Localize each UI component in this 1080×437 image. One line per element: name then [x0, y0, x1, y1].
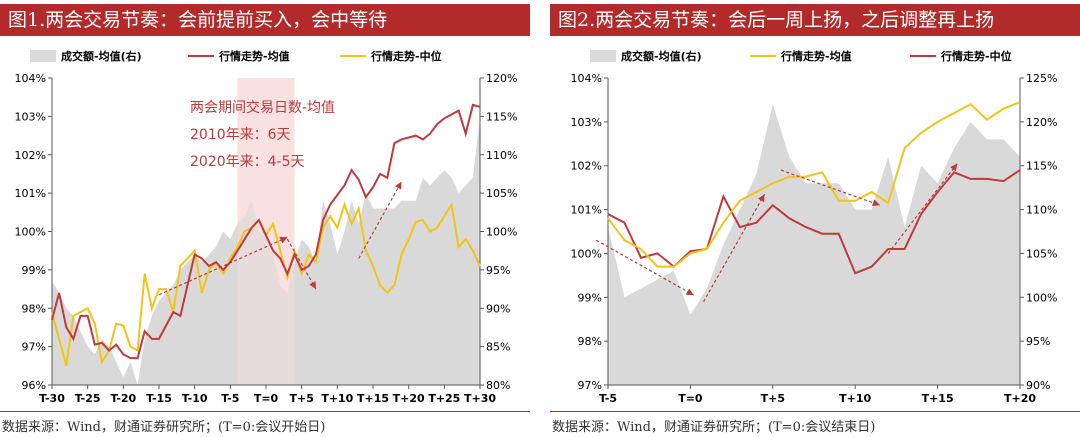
- trend-arrow: [596, 239, 694, 296]
- x-tick-label: T+10: [321, 392, 353, 405]
- series-mean-line: [607, 101, 1021, 268]
- chart-title-2: 图2.两会交易节奏：会后一周上扬，之后调整再上扬: [550, 4, 1080, 36]
- x-tick-label: T+5: [761, 392, 785, 405]
- right-tick-label: 110%: [486, 149, 517, 162]
- left-tick-label: 97%: [22, 341, 46, 354]
- legend-label: 行情走势-中位: [940, 49, 1012, 63]
- right-tick-label: 120%: [486, 72, 517, 85]
- x-tick-label: T+25: [428, 392, 460, 405]
- right-tick-label: 90%: [1026, 379, 1050, 392]
- left-tick-label: 99%: [22, 264, 46, 277]
- chart-1-svg: 96% 97% 98% 99% 100% 101% 102% 103% 104% 80% 85% 90…: [15, 49, 518, 405]
- right-tick-label: 115%: [1026, 160, 1057, 173]
- meeting-period-band-overlay: [237, 78, 295, 385]
- x-tick-label: T-15: [146, 392, 172, 405]
- x-tick-label: T+5: [289, 392, 313, 405]
- source-note-1: 数据来源：Wind，财通证券研究所；(T=0:会议开始日): [2, 420, 326, 435]
- left-tick-label: 98%: [22, 302, 46, 315]
- left-tick-label: 98%: [578, 335, 602, 348]
- legend-swatch-volume: [30, 50, 56, 62]
- right-tick-label: 95%: [1026, 335, 1050, 348]
- x-tick-label: T+15: [357, 392, 389, 405]
- series-volume-area: [608, 104, 1020, 386]
- right-tick-label: 95%: [486, 264, 510, 277]
- source-divider-2: [550, 411, 1080, 412]
- left-tick-label: 102%: [15, 149, 46, 162]
- x-tick-label: T-5: [221, 392, 239, 405]
- right-tick-label: 110%: [1026, 204, 1057, 217]
- left-tick-label: 104%: [15, 72, 46, 85]
- left-tick-label: 99%: [578, 291, 602, 304]
- x-tick-label: T-20: [110, 392, 136, 405]
- chart-title-1: 图1.两会交易节奏：会前提前买入，会中等待: [0, 4, 530, 36]
- left-tick-label: 104%: [571, 72, 602, 85]
- left-tick-label: 103%: [15, 110, 46, 123]
- legend-label: 成交额-均值(右): [61, 49, 142, 63]
- series-mean-line: [51, 103, 481, 360]
- legend-label: 行情走势-均值: [780, 49, 852, 63]
- right-tick-label: 100%: [1026, 291, 1057, 304]
- right-tick-label: 105%: [1026, 247, 1057, 260]
- trend-arrow: [286, 238, 317, 290]
- left-tick-label: 101%: [15, 187, 46, 200]
- left-tick-label: 101%: [571, 204, 602, 217]
- chart-2-svg: 97% 98% 99% 100% 101% 102% 103% 104% 90% 95% 100% 1…: [571, 49, 1058, 405]
- annotation-line-1: 两会期间交易日数-均值: [190, 99, 335, 116]
- right-tick-label: 90%: [486, 302, 510, 315]
- trend-arrow: [358, 181, 403, 259]
- trend-arrow: [887, 163, 958, 254]
- x-tick-label: T+30: [464, 392, 496, 405]
- chart-panel-1: 图1.两会交易节奏：会前提前买入，会中等待 96% 97% 98% 99% 100% 10…: [0, 0, 530, 437]
- trend-arrow: [703, 193, 766, 302]
- annotation-line-2: 2010年来：6天: [190, 127, 291, 143]
- right-tick-label: 105%: [486, 187, 517, 200]
- series-volume-area: [52, 116, 480, 386]
- x-tick-label: T=0: [678, 392, 703, 405]
- right-tick-label: 120%: [1026, 116, 1057, 129]
- legend-label: 行情走势-中位: [370, 49, 442, 63]
- left-tick-label: 100%: [571, 247, 602, 260]
- x-tick-label: T-30: [39, 392, 65, 405]
- legend-swatch-volume: [590, 50, 616, 62]
- left-tick-label: 103%: [571, 116, 602, 129]
- left-tick-label: 96%: [22, 379, 46, 392]
- x-tick-label: T=0: [254, 392, 279, 405]
- chart-panel-2: 图2.两会交易节奏：会后一周上扬，之后调整再上扬 97% 98% 99% 100% 10…: [550, 0, 1080, 437]
- x-tick-label: T+20: [1004, 392, 1036, 405]
- x-tick-label: T-10: [182, 392, 208, 405]
- right-tick-label: 125%: [1026, 72, 1057, 85]
- x-tick-label: T+15: [922, 392, 954, 405]
- right-tick-label: 80%: [486, 379, 510, 392]
- source-note-2: 数据来源：Wind，财通证券研究所；(T=0:会议结束日): [552, 420, 876, 435]
- annotation-line-3: 2020年来：4-5天: [190, 154, 305, 170]
- trend-arrow: [780, 169, 881, 207]
- x-tick-label: T-25: [75, 392, 101, 405]
- source-divider-1: [0, 411, 530, 412]
- right-tick-label: 100%: [486, 226, 517, 239]
- right-tick-label: 115%: [486, 110, 517, 123]
- x-tick-label: T-5: [599, 392, 617, 405]
- x-tick-label: T+20: [393, 392, 425, 405]
- right-tick-label: 85%: [486, 341, 510, 354]
- legend-label: 行情走势-均值: [218, 49, 290, 63]
- left-tick-label: 102%: [571, 160, 602, 173]
- legend-label: 成交额-均值(右): [621, 49, 702, 63]
- trend-arrow: [158, 236, 288, 296]
- left-tick-label: 100%: [15, 226, 46, 239]
- left-tick-label: 97%: [578, 379, 602, 392]
- x-tick-label: T+10: [839, 392, 871, 405]
